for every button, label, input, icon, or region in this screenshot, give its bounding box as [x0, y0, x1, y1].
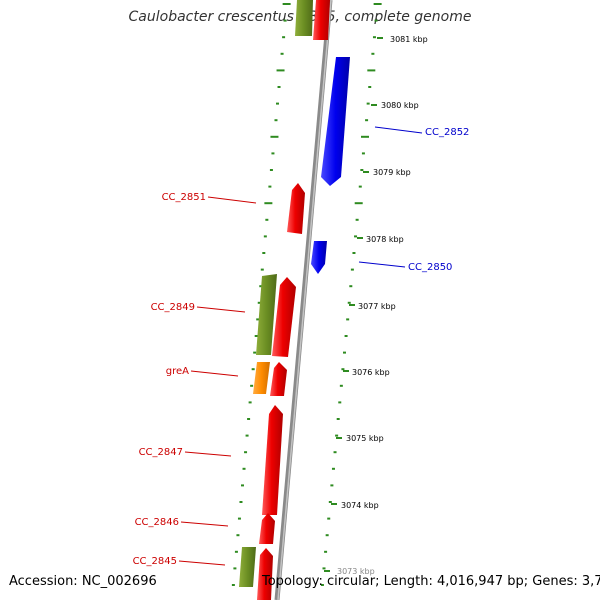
- gene-feature-cc2850[interactable]: [311, 241, 327, 274]
- svg-text:3073 kbp: 3073 kbp: [337, 567, 375, 576]
- genome-backbone: [274, 0, 333, 600]
- gene-feature-olive-top[interactable]: [295, 0, 313, 36]
- gene-feature-cc2852[interactable]: [321, 57, 350, 186]
- gene-label-cc2852[interactable]: CC_2852: [425, 127, 469, 138]
- gene-label-cc2847[interactable]: CC_2847: [139, 447, 183, 458]
- gene-feature-cc2845-rna[interactable]: [239, 547, 256, 587]
- gene-label-cc2846[interactable]: CC_2846: [135, 517, 179, 528]
- gene-feature-cc2849-rna[interactable]: [256, 274, 277, 355]
- svg-text:3075 kbp: 3075 kbp: [346, 434, 384, 443]
- svg-text:3078 kbp: 3078 kbp: [366, 235, 404, 244]
- gene-label-cc2850[interactable]: CC_2850: [408, 262, 452, 273]
- gene-feature-red-top[interactable]: [313, 0, 330, 40]
- svg-text:3074 kbp: 3074 kbp: [341, 501, 379, 510]
- scale-tick-3073: 3073 kbp: [324, 567, 375, 576]
- svg-text:3076 kbp: 3076 kbp: [352, 368, 390, 377]
- svg-text:3081 kbp: 3081 kbp: [390, 35, 428, 44]
- gene-feature-cc2847[interactable]: [262, 405, 283, 515]
- accession-text: Accession: NC_002696: [9, 574, 157, 589]
- scale-tick-3079: 3079 kbp: [363, 168, 411, 177]
- genome-backbone-highlight: [277, 0, 332, 600]
- scale-tick-3076: 3076 kbp: [343, 368, 390, 377]
- gene-label-grea[interactable]: greA: [166, 366, 189, 377]
- gene-label-cc2845[interactable]: CC_2845: [133, 556, 177, 567]
- gene-feature-grea-orange[interactable]: [253, 362, 270, 394]
- svg-text:3080 kbp: 3080 kbp: [381, 101, 419, 110]
- right-label-leaders: [358, 126, 423, 268]
- genome-summary-text: Topology: circular; Length: 4,016,947 bp…: [262, 574, 600, 589]
- scale-tick-3077: 3077 kbp: [349, 302, 396, 311]
- scale-tick-3081: 3081 kbp: [377, 35, 428, 44]
- inner-tick-ring: [231, 3, 291, 586]
- scale-tick-3080: 3080 kbp: [371, 101, 419, 110]
- scale-tick-3075: 3075 kbp: [336, 434, 384, 443]
- gene-feature-grea[interactable]: [270, 362, 287, 396]
- gene-label-cc2849[interactable]: CC_2849: [151, 302, 195, 313]
- outer-tick-ring: [320, 3, 382, 586]
- scale-tick-3078: 3078 kbp: [357, 235, 404, 244]
- gene-feature-cc2845[interactable]: [257, 548, 273, 600]
- svg-text:3079 kbp: 3079 kbp: [373, 168, 411, 177]
- gene-feature-cc2851[interactable]: [287, 183, 305, 234]
- gene-label-cc2851[interactable]: CC_2851: [162, 192, 206, 203]
- gene-feature-cc2846[interactable]: [259, 513, 275, 544]
- left-label-leaders: [178, 196, 257, 566]
- svg-text:3077 kbp: 3077 kbp: [358, 302, 396, 311]
- scale-tick-3074: 3074 kbp: [331, 501, 379, 510]
- gene-feature-cc2849[interactable]: [272, 277, 296, 357]
